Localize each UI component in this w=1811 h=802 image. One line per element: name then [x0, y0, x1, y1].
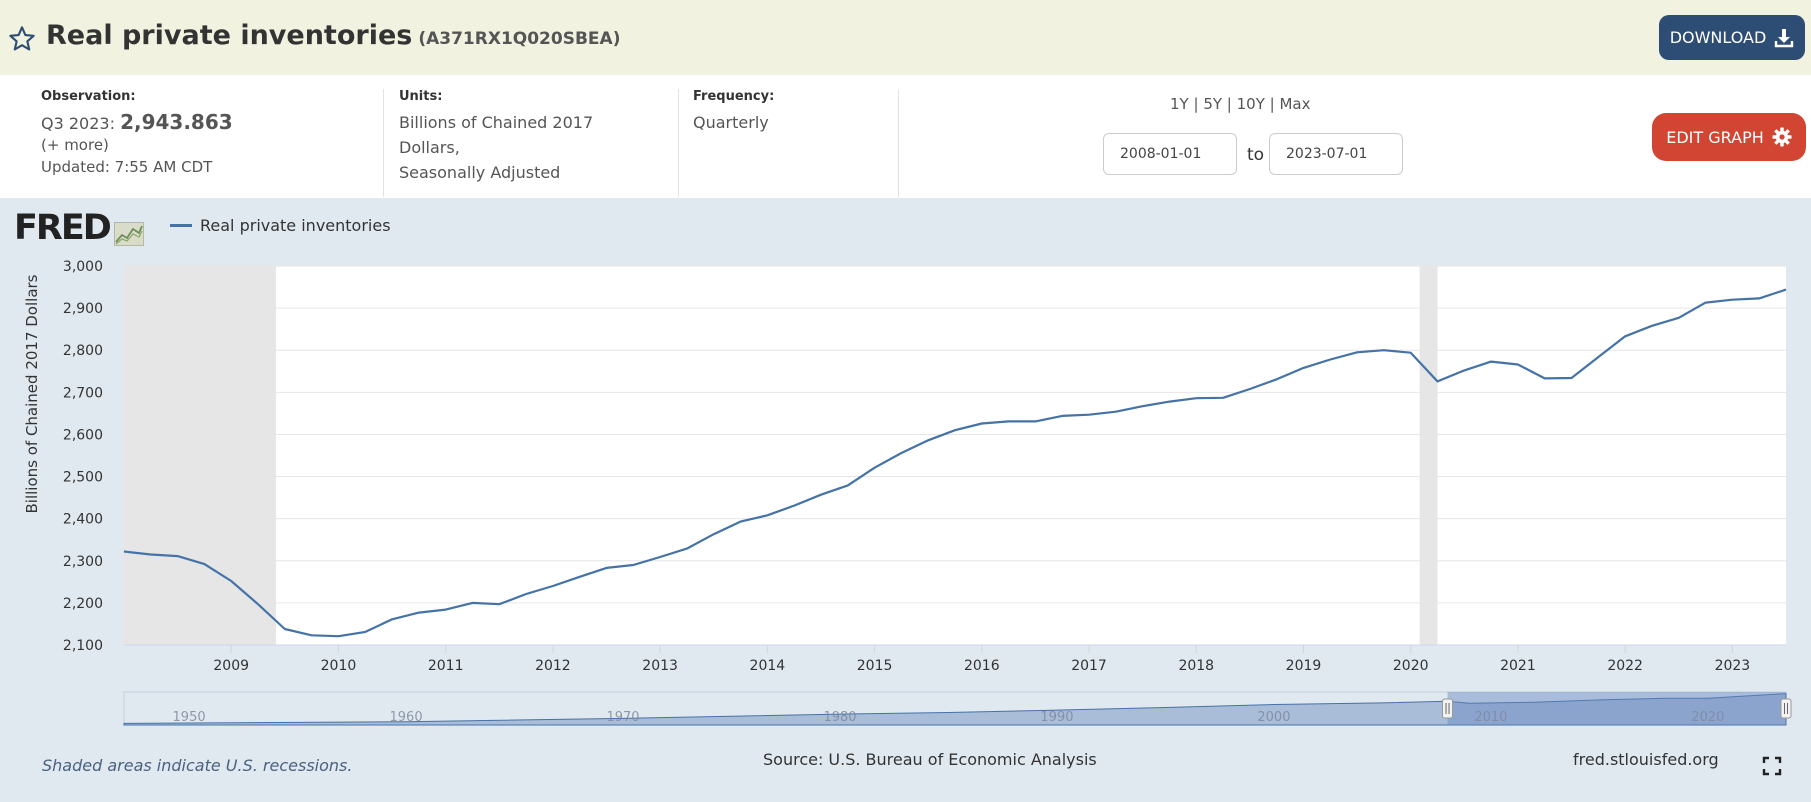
- navigator-label: 2020: [1691, 710, 1724, 725]
- plot-area: [124, 266, 1786, 645]
- range-1y[interactable]: 1Y: [1170, 95, 1189, 113]
- range-10y[interactable]: 10Y: [1236, 95, 1265, 113]
- y-tick-label: 2,800: [63, 343, 103, 359]
- x-tick-label: 2019: [1286, 658, 1322, 674]
- units-line-2: Dollars,: [399, 138, 460, 157]
- navigator-label: 1990: [1040, 710, 1073, 725]
- y-axis-label: Billions of Chained 2017 Dollars: [23, 274, 41, 513]
- x-tick-label: 2016: [964, 658, 1000, 674]
- navigator-handle[interactable]: [1442, 698, 1454, 719]
- chart-trend-icon: [113, 222, 144, 246]
- more-observations-link[interactable]: (+ more): [41, 136, 109, 154]
- units-column: Units: Billions of Chained 2017 Dollars,…: [399, 89, 593, 185]
- series-info-panel: Observation: Q3 2023: 2,943.863 (+ more)…: [0, 75, 1811, 198]
- download-icon: [1775, 28, 1794, 47]
- start-date-input[interactable]: [1103, 133, 1237, 175]
- page-title: Real private inventories (A371RX1Q020SBEA…: [46, 20, 620, 51]
- y-tick-label: 2,700: [63, 385, 103, 401]
- series-id: (A371RX1Q020SBEA): [418, 29, 621, 49]
- range-5y[interactable]: 5Y: [1203, 95, 1223, 113]
- navigator-label: 1960: [390, 710, 423, 725]
- edit-graph-button[interactable]: EDIT GRAPH: [1652, 113, 1806, 161]
- range-navigator[interactable]: 1950 1960 1970 1980 1990 2000 2010 2020: [123, 691, 1792, 726]
- frequency-column: Frequency: Quarterly: [693, 89, 774, 135]
- navigator-handle-body[interactable]: [1442, 698, 1454, 719]
- fred-url-link[interactable]: fred.stlouisfed.org: [1573, 750, 1719, 769]
- x-tick-label: 2014: [750, 658, 786, 674]
- y-tick-label: 3,000: [63, 259, 103, 275]
- x-tick-label: 2020: [1393, 658, 1429, 674]
- x-tick-label: 2010: [321, 658, 357, 674]
- frequency-label: Frequency:: [693, 89, 775, 104]
- navigator-selection[interactable]: [1447, 692, 1786, 725]
- chart-panel: FRED Real private inventories 2,100 2,200…: [0, 198, 1811, 802]
- units-line-1: Billions of Chained 2017: [399, 113, 594, 132]
- legend-label: Real private inventories: [200, 216, 391, 235]
- header-bar: Real private inventories (A371RX1Q020SBEA…: [0, 0, 1811, 75]
- navigator-area: [123, 693, 1787, 726]
- x-tick-label: 2018: [1178, 658, 1214, 674]
- x-tick-label: 2009: [213, 658, 249, 674]
- y-tick-label: 2,300: [63, 554, 103, 570]
- observation-label: Observation:: [41, 89, 136, 104]
- gear-icon: [1772, 127, 1792, 147]
- y-tick-label: 2,900: [63, 301, 103, 317]
- frequency-value: Quarterly: [693, 113, 769, 132]
- navigator-label: 2000: [1257, 710, 1290, 725]
- legend-swatch: [170, 224, 192, 227]
- x-tick-label: 2021: [1500, 658, 1536, 674]
- updated-time: Updated: 7:55 AM CDT: [41, 158, 213, 176]
- navigator-handle-body[interactable]: [1780, 698, 1792, 719]
- star-outline-icon[interactable]: [8, 25, 36, 53]
- y-tick-label: 2,100: [63, 638, 103, 654]
- recession-note: Shaded areas indicate U.S. recessions.: [42, 756, 353, 775]
- units-label: Units:: [399, 89, 443, 104]
- x-tick-label: 2011: [428, 658, 464, 674]
- series-line[interactable]: [123, 288, 1787, 638]
- source-text: Source: U.S. Bureau of Economic Analysis: [763, 750, 1097, 769]
- info-divider: [898, 89, 899, 197]
- line-chart[interactable]: 2,100 2,200 2,300 2,400 2,500 2,600 2,700 2,800…: [0, 198, 1811, 743]
- x-tick-label: 2015: [857, 658, 893, 674]
- series-title-text: Real private inventories: [46, 20, 413, 51]
- x-tick-label: 2012: [535, 658, 571, 674]
- x-tick-label: 2022: [1607, 658, 1643, 674]
- navigator-label: 1980: [823, 710, 856, 725]
- units-line-3: Seasonally Adjusted: [399, 163, 561, 182]
- observation-row: Q3 2023: 2,943.863: [41, 110, 233, 136]
- x-tick-label: 2023: [1715, 658, 1751, 674]
- fred-logo-text: FRED: [14, 208, 112, 248]
- observation-column: Observation: Q3 2023: 2,943.863 (+ more)…: [41, 89, 233, 176]
- x-tick-label: 2013: [642, 658, 678, 674]
- fullscreen-icon[interactable]: [1762, 756, 1782, 776]
- fred-logo[interactable]: FRED: [14, 210, 144, 246]
- info-divider: [383, 89, 384, 197]
- info-divider: [678, 89, 679, 197]
- navigator-label: 1970: [606, 710, 639, 725]
- edit-graph-label: EDIT GRAPH: [1666, 127, 1764, 147]
- chart-legend[interactable]: Real private inventories: [170, 216, 391, 235]
- navigator-label: 1950: [173, 710, 206, 725]
- recession-band: [1419, 266, 1438, 645]
- y-tick-label: 2,500: [63, 470, 103, 486]
- download-label: DOWNLOAD: [1669, 28, 1767, 47]
- x-tick-label: 2017: [1071, 658, 1107, 674]
- navigator-label: 2010: [1474, 710, 1507, 725]
- to-label: to: [1247, 145, 1265, 165]
- navigator-handle[interactable]: [1780, 698, 1792, 719]
- end-date-input[interactable]: [1269, 133, 1403, 175]
- observation-period: Q3 2023:: [41, 114, 115, 133]
- y-tick-label: 2,400: [63, 512, 103, 528]
- range-max[interactable]: Max: [1279, 95, 1311, 113]
- observation-value: 2,943.863: [120, 110, 233, 134]
- y-tick-label: 2,200: [63, 596, 103, 612]
- recession-band: [124, 266, 276, 645]
- range-selector: 1Y | 5Y | 10Y | Max: [1170, 95, 1311, 113]
- y-tick-label: 2,600: [63, 427, 103, 443]
- download-button[interactable]: DOWNLOAD: [1659, 15, 1805, 60]
